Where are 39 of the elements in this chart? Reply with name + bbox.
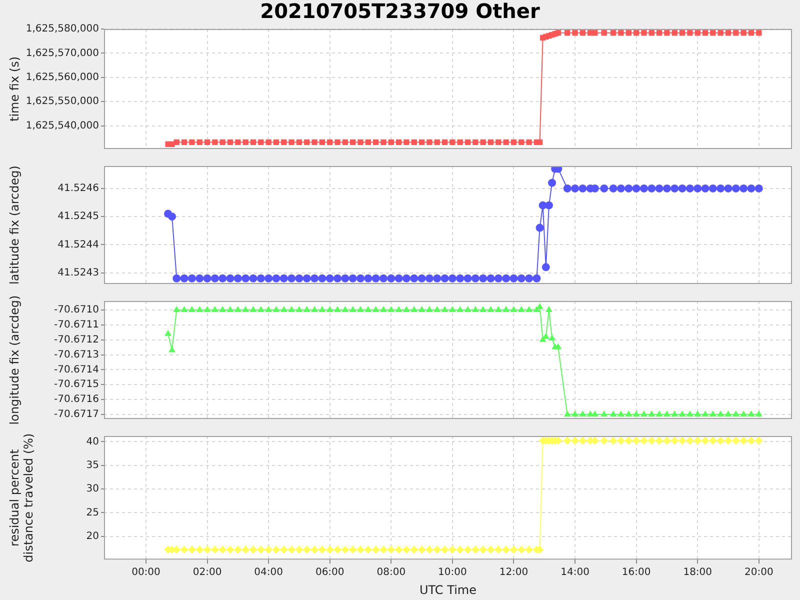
y-tick-label: -70.6714 <box>54 364 99 376</box>
y-tick-label: 40 <box>86 436 99 448</box>
x-tick-label: 04:00 <box>254 567 283 578</box>
y-tick-label: 1,625,580,000 <box>26 24 99 35</box>
y-tick-label: -70.6715 <box>54 379 99 390</box>
y-axis-title: time fix (s) <box>7 56 22 122</box>
x-tick-label: 14:00 <box>560 567 590 578</box>
chart-title: 20210705T233709 Other <box>260 0 540 24</box>
y-tick-label: 25 <box>86 507 99 518</box>
y-tick-label: 41.5244 <box>58 239 99 250</box>
x-axis-title: UTC Time <box>420 582 476 597</box>
x-tick-label: 10:00 <box>438 567 467 578</box>
y-tick-label: 1,625,550,000 <box>26 96 99 108</box>
y-tick-label: 30 <box>86 484 99 495</box>
x-tick-label: 06:00 <box>315 567 344 578</box>
x-tick-label: 00:00 <box>132 567 160 578</box>
y-tick-label: -70.6717 <box>54 409 99 420</box>
y-tick-label: 35 <box>86 460 99 471</box>
y-axis-title: longitude fix (arcdeg) <box>7 295 22 425</box>
y-axis-title: residual percent distance traveled (%) <box>7 433 36 562</box>
x-tick-label: 16:00 <box>622 567 651 578</box>
y-tick-label: -70.6713 <box>54 349 99 360</box>
y-tick-label: 1,625,570,000 <box>26 48 99 59</box>
x-tick-label: 12:00 <box>499 567 528 578</box>
y-tick-label: -70.6711 <box>54 319 99 330</box>
y-tick-label: 41.5246 <box>58 183 99 194</box>
x-tick-label: 08:00 <box>376 567 406 578</box>
x-tick-label: 02:00 <box>192 567 222 578</box>
y-tick-label: -70.6710 <box>54 304 99 316</box>
y-tick-label: 20 <box>86 530 99 542</box>
x-tick-label: 18:00 <box>683 567 712 578</box>
y-tick-label: 41.5243 <box>58 267 99 278</box>
y-tick-label: 1,625,540,000 <box>26 120 99 132</box>
x-tick-label: 20:00 <box>744 567 774 578</box>
y-tick-label: -70.6712 <box>54 334 99 346</box>
y-tick-label: 41.5245 <box>58 211 99 222</box>
y-axis-title: latitude fix (arcdeg) <box>7 166 22 284</box>
y-tick-label: -70.6716 <box>54 394 99 406</box>
y-tick-label: 1,625,560,000 <box>26 72 99 83</box>
